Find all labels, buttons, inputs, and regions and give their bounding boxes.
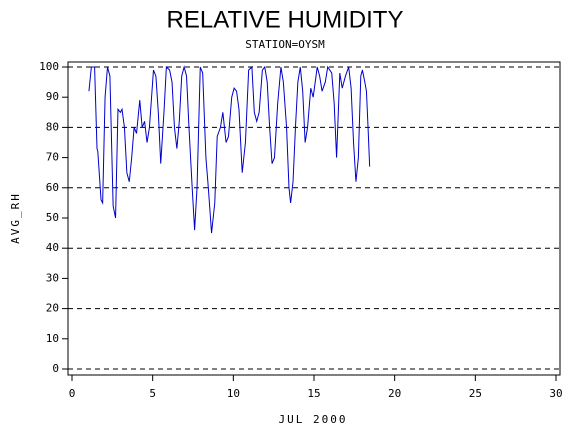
y-tick-label: 80 (46, 120, 59, 133)
x-tick-label: 25 (469, 387, 482, 400)
x-tick-label: 20 (388, 387, 401, 400)
y-tick-label: 0 (52, 362, 59, 375)
y-tick-label: 70 (46, 151, 59, 164)
plot-frame (67, 61, 561, 376)
x-tick-label: 30 (549, 387, 562, 400)
x-tick-label: 10 (227, 387, 240, 400)
y-tick-label: 100 (39, 60, 59, 73)
y-tick-label: 60 (46, 181, 59, 194)
data-line (88, 65, 371, 234)
chart-subtitle: STATION=OYSM (245, 38, 325, 51)
x-tick-label: 5 (149, 387, 156, 400)
y-tick-label: 30 (46, 271, 59, 284)
y-tick-label: 20 (46, 302, 59, 315)
y-axis-label: AVG_RH (9, 192, 22, 244)
x-axis-label: JUL 2000 (279, 413, 348, 426)
y-tick-label: 40 (46, 241, 59, 254)
y-tick-label: 50 (46, 211, 59, 224)
x-tick-label: 0 (69, 387, 76, 400)
y-tick-label: 10 (46, 332, 59, 345)
x-tick-label: 15 (307, 387, 320, 400)
chart-title: RELATIVE HUMIDITY (167, 6, 404, 33)
y-tick-label: 90 (46, 90, 59, 103)
